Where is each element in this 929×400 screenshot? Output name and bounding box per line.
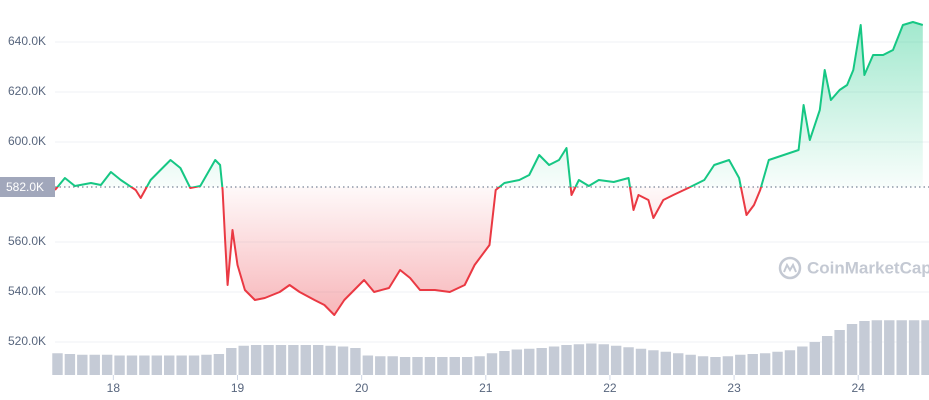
- grid: [55, 41, 929, 343]
- volume-bar: [908, 320, 920, 375]
- plot: [54, 21, 929, 316]
- volume-bar: [176, 355, 187, 375]
- volume-bar: [536, 348, 547, 375]
- volume-bar: [871, 320, 883, 375]
- volume-bar: [337, 346, 349, 375]
- watermark-logo: [783, 262, 797, 273]
- volume-bar: [673, 353, 684, 375]
- volume-bar: [226, 348, 237, 375]
- volume-bar: [884, 320, 895, 375]
- x-tick-label: 24: [852, 381, 866, 395]
- volume-bar: [598, 344, 609, 375]
- volume-bar: [735, 354, 746, 375]
- volume-bar: [610, 345, 622, 375]
- volume-bar: [64, 354, 76, 375]
- volume-bar: [114, 355, 125, 375]
- volume-bar: [859, 321, 870, 375]
- volume-bar: [52, 353, 63, 375]
- watermark: CoinMarketCap: [778, 256, 929, 280]
- watermark-logo: [778, 256, 802, 280]
- volume-bar: [350, 348, 361, 375]
- volume-bar: [759, 353, 771, 375]
- volume-bars: [52, 320, 929, 375]
- volume-bar: [238, 345, 249, 375]
- volume-bar: [437, 357, 448, 375]
- volume-bar: [697, 356, 709, 375]
- volume-bar: [524, 348, 535, 375]
- volume-bar: [213, 354, 225, 375]
- area: [55, 22, 923, 315]
- volume-bar: [474, 356, 485, 375]
- volume-bar: [151, 355, 163, 375]
- volume-bar: [573, 344, 585, 375]
- volume-bar: [722, 356, 734, 375]
- volume-bar: [387, 356, 398, 375]
- volume-bar: [548, 346, 560, 375]
- labels: 520.0K 540.0K 560.0K 600.0K 620.0K 640.0K 18 19…: [0, 34, 865, 395]
- volume-bar: [201, 354, 212, 375]
- volume-bar: [89, 354, 100, 375]
- volume-bar: [164, 355, 175, 375]
- volume-bar: [300, 345, 311, 375]
- volume-bar: [412, 357, 423, 375]
- x-tick-label: 19: [231, 381, 245, 395]
- volume-bar: [660, 351, 672, 375]
- x-tick-label: 22: [603, 381, 617, 395]
- x-tick-label: 20: [355, 381, 369, 395]
- x-tick-label: 21: [479, 381, 493, 395]
- y-tick-label: 620.0K: [8, 84, 46, 98]
- volume-bar: [834, 330, 845, 375]
- volume-bar: [263, 345, 274, 375]
- volume-bar: [486, 353, 498, 375]
- watermark-text: CoinMarketCap: [807, 258, 929, 277]
- volume-bar: [921, 320, 929, 375]
- volume-bar: [461, 357, 473, 375]
- volume-bar: [635, 348, 647, 375]
- volume-bar: [623, 347, 634, 375]
- volume-bar: [375, 356, 386, 375]
- volume-bar: [449, 357, 460, 375]
- volume-bar: [399, 357, 411, 375]
- y-tick-label: 540.0K: [8, 284, 46, 298]
- volume-bar: [499, 351, 510, 375]
- y-tick-label: 520.0K: [8, 334, 46, 348]
- volume-bar: [685, 354, 696, 375]
- volume-bar: [511, 349, 523, 375]
- volume-bar: [275, 345, 287, 375]
- volume-bar: [101, 354, 113, 375]
- volume-bar: [797, 346, 808, 375]
- price-line: [54, 21, 924, 316]
- volume-bar: [188, 355, 200, 375]
- volume-bar: [325, 345, 336, 375]
- y-tick-label: 600.0K: [8, 134, 46, 148]
- baseline-label: 582.0K: [6, 180, 44, 194]
- volume-bar: [648, 350, 659, 375]
- volume-bar: [77, 354, 88, 375]
- volume-bar: [250, 345, 262, 375]
- volume-bar: [561, 345, 572, 375]
- volume-bar: [586, 343, 597, 375]
- volume-bar: [312, 345, 324, 375]
- volume-bar: [139, 355, 150, 375]
- volume-bar: [362, 355, 374, 375]
- volume-bar: [747, 354, 758, 375]
- volume-bar: [846, 324, 858, 375]
- volume-bar: [772, 351, 783, 375]
- y-tick-label: 560.0K: [8, 234, 46, 248]
- x-tick-label: 18: [107, 381, 121, 395]
- x-tick-label: 23: [727, 381, 741, 395]
- baseline-label-box: [0, 177, 55, 197]
- volume-bar: [710, 357, 721, 375]
- volume-bar: [821, 336, 833, 375]
- y-tick-label: 640.0K: [8, 34, 46, 48]
- volume-bar: [288, 345, 299, 375]
- volume-bar: [809, 342, 820, 375]
- volume-bar: [896, 320, 907, 375]
- volume-bar: [784, 350, 796, 375]
- volume-bar: [126, 355, 138, 375]
- volume-bar: [424, 357, 436, 375]
